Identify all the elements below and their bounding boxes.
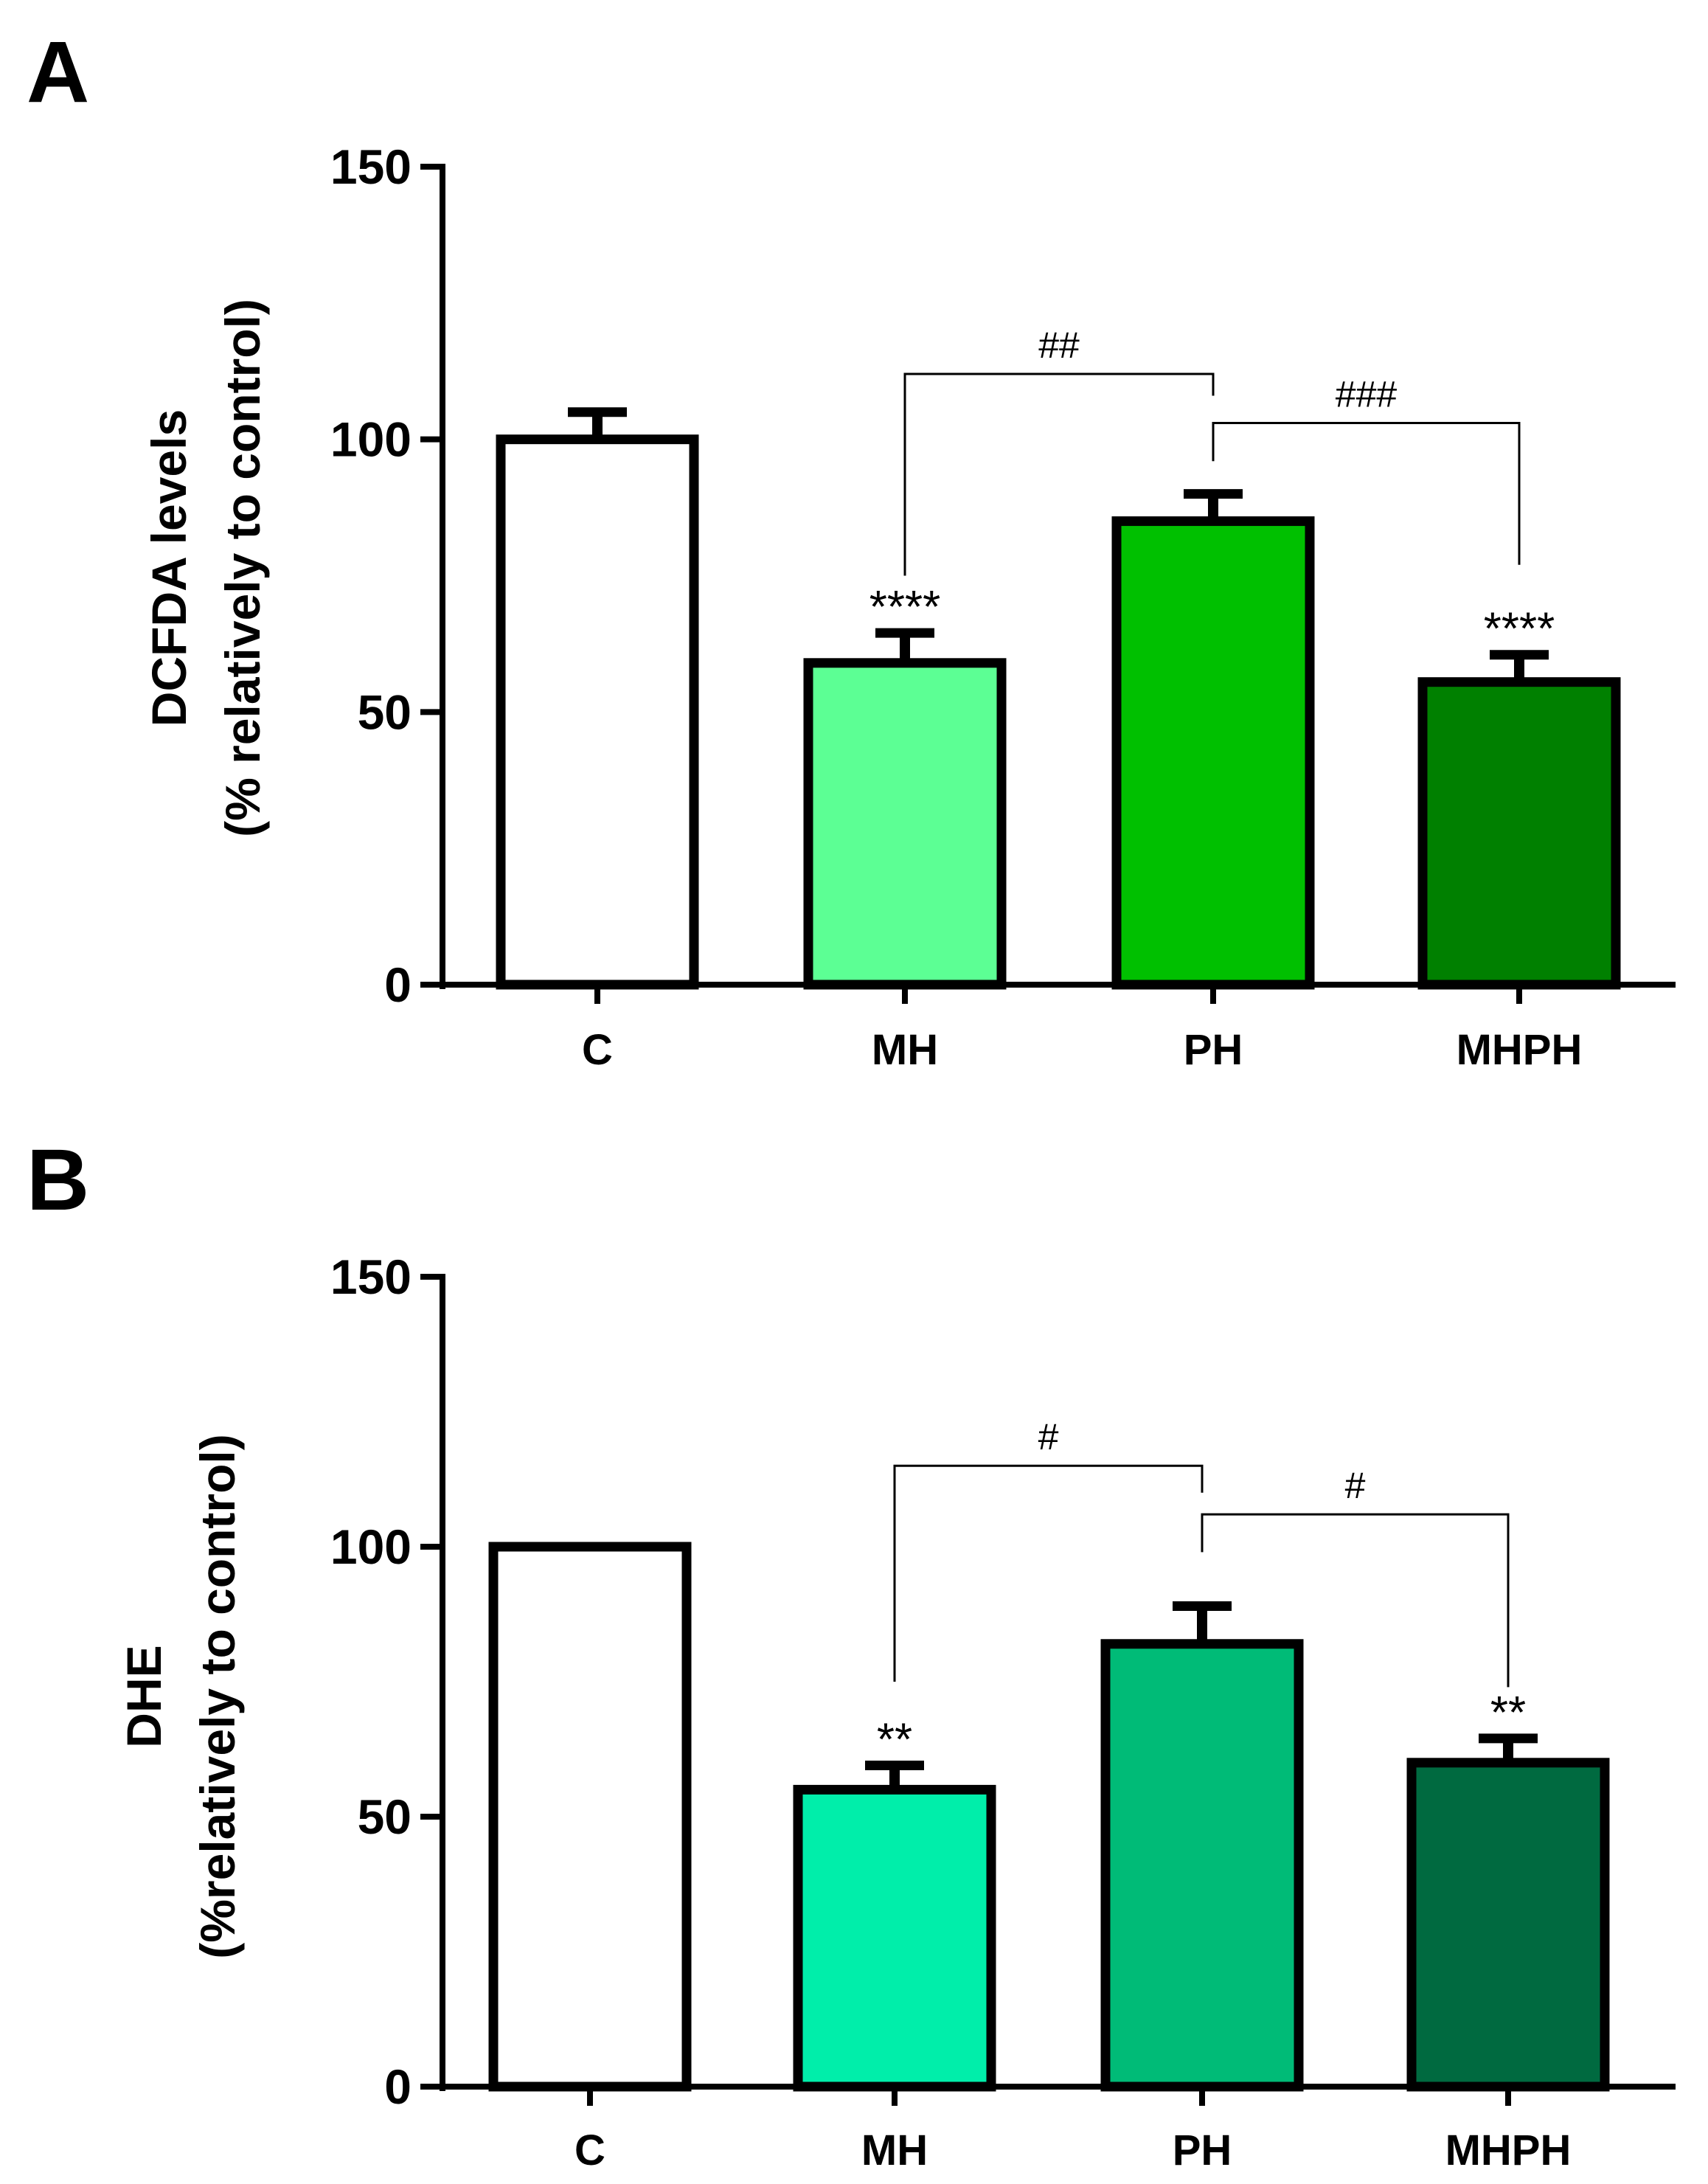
- bar-mhph: [1406, 1758, 1610, 2092]
- bar-mhph: [1417, 677, 1621, 990]
- bar-ph: [1111, 516, 1315, 990]
- x-tick-label: C: [582, 1026, 613, 1074]
- bracket-label: ###: [1336, 373, 1398, 415]
- y-tick-label: 0: [384, 957, 412, 1012]
- x-tick-label: MH: [861, 2126, 928, 2174]
- comparison-bracket: [893, 1464, 1204, 1682]
- bar-mh: [803, 658, 1007, 990]
- y-tick-label: 100: [330, 1519, 412, 1574]
- comparison-bracket: [1212, 421, 1521, 565]
- bar-c: [496, 434, 699, 990]
- y-axis-label-line2: (%relatively to control): [190, 1434, 245, 1958]
- bar-mh: [793, 1784, 996, 2092]
- y-tick-label: 150: [330, 1249, 412, 1304]
- significance-stars: **: [877, 1714, 912, 1765]
- x-tick-label: C: [574, 2126, 605, 2174]
- y-tick-label: 0: [384, 2059, 412, 2114]
- panel-letter-b: B: [27, 1131, 89, 1229]
- x-tick-label: MHPH: [1445, 2126, 1572, 2174]
- y-axis-label-line2: (% relatively to control): [215, 299, 270, 837]
- y-tick-label: 150: [330, 139, 412, 194]
- comparison-bracket: [1201, 1513, 1510, 1688]
- bar-c: [488, 1542, 692, 2092]
- x-tick-label: MH: [872, 1026, 938, 1074]
- significance-stars: ****: [869, 582, 941, 633]
- bar-ph: [1100, 1639, 1304, 2092]
- x-tick-label: PH: [1184, 1026, 1243, 1074]
- bracket-label: #: [1038, 1416, 1059, 1457]
- bracket-label: ##: [1038, 325, 1080, 366]
- y-tick-label: 100: [330, 412, 412, 467]
- y-axis-label-line1: DCFDA levels: [142, 409, 196, 727]
- significance-stars: ****: [1484, 604, 1555, 655]
- comparison-bracket: [903, 372, 1215, 576]
- y-tick-label: 50: [358, 1789, 412, 1844]
- y-axis-label-line1: DHE: [117, 1645, 171, 1747]
- x-tick-label: MHPH: [1457, 1026, 1583, 1074]
- significance-stars: **: [1490, 1688, 1526, 1738]
- x-tick-label: PH: [1173, 2126, 1232, 2174]
- panel-letter-a: A: [27, 24, 89, 121]
- bracket-label: #: [1345, 1465, 1366, 1506]
- y-tick-label: 50: [358, 684, 412, 739]
